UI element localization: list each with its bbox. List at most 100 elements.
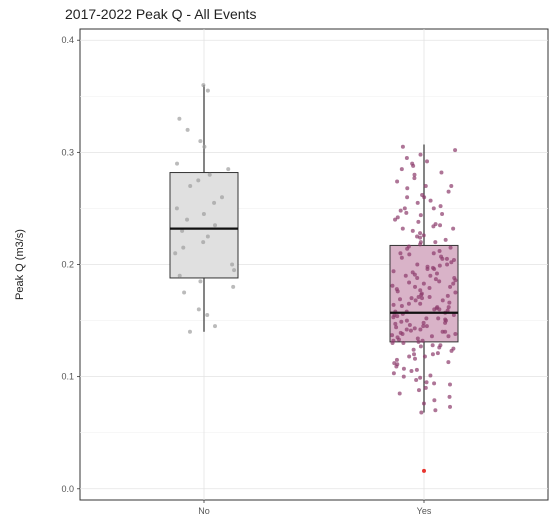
data-point — [173, 251, 178, 256]
data-point — [402, 206, 407, 211]
data-point — [181, 245, 186, 250]
data-point — [185, 217, 190, 222]
data-point — [420, 296, 425, 301]
data-point — [395, 314, 400, 319]
data-point — [438, 223, 443, 228]
data-point — [430, 343, 435, 348]
data-point — [231, 284, 236, 289]
data-point — [404, 210, 409, 215]
data-point — [451, 281, 456, 286]
data-point — [404, 155, 409, 160]
data-point — [401, 366, 406, 371]
data-point — [415, 336, 420, 341]
data-point — [418, 344, 423, 349]
data-point — [416, 339, 421, 344]
y-tick-label: 0.0 — [61, 484, 74, 494]
data-point — [444, 256, 449, 261]
data-point — [438, 204, 443, 209]
data-point — [418, 288, 423, 293]
data-point — [451, 258, 456, 263]
data-point — [424, 380, 429, 385]
data-point — [418, 152, 423, 157]
data-point — [391, 338, 396, 343]
data-point — [198, 139, 203, 144]
data-point — [414, 378, 419, 383]
data-point — [421, 233, 426, 238]
data-point — [424, 316, 429, 321]
data-point — [403, 273, 408, 278]
data-point — [437, 345, 442, 350]
data-point — [427, 295, 432, 300]
data-point — [196, 307, 201, 312]
data-point — [446, 334, 451, 339]
outlier-point — [422, 468, 426, 473]
data-point — [400, 332, 405, 337]
data-point — [448, 284, 453, 289]
data-point — [418, 231, 423, 236]
data-point — [400, 226, 405, 231]
data-point — [415, 234, 420, 239]
x-tick-label: No — [198, 506, 210, 516]
data-point — [439, 170, 444, 175]
data-point — [410, 228, 415, 233]
data-point — [434, 271, 439, 276]
y-tick-label: 0.4 — [61, 35, 74, 45]
data-point — [177, 273, 182, 278]
data-point — [446, 305, 451, 310]
data-point — [412, 352, 417, 357]
data-point — [453, 148, 458, 153]
data-point — [410, 161, 415, 166]
data-point — [407, 280, 412, 285]
data-point — [423, 385, 428, 390]
data-point — [174, 206, 179, 211]
data-point — [416, 388, 421, 393]
data-point — [226, 167, 231, 172]
data-point — [418, 235, 423, 240]
data-point — [431, 251, 436, 256]
data-point — [435, 351, 440, 356]
data-point — [421, 324, 426, 329]
data-point — [196, 178, 201, 183]
data-point — [390, 333, 395, 338]
data-point — [220, 195, 225, 200]
data-point — [205, 88, 210, 93]
y-axis-title: Peak Q (m3/s) — [14, 229, 26, 300]
data-point — [404, 327, 409, 332]
data-point — [448, 404, 453, 409]
data-point — [201, 83, 206, 88]
data-point — [418, 213, 423, 218]
data-point — [447, 382, 452, 387]
data-point — [412, 172, 417, 177]
data-point — [182, 290, 187, 295]
data-point — [413, 356, 418, 361]
y-tick-label: 0.2 — [61, 260, 74, 270]
data-point — [188, 184, 193, 188]
data-point — [187, 329, 192, 334]
data-point — [431, 224, 436, 229]
data-point — [398, 208, 403, 213]
data-point — [394, 364, 399, 369]
data-point — [407, 354, 412, 359]
data-point — [418, 327, 423, 332]
data-point — [419, 410, 424, 415]
data-point — [428, 273, 433, 278]
data-point — [408, 328, 413, 333]
data-point — [392, 361, 397, 366]
data-point — [437, 263, 442, 268]
data-point — [443, 329, 448, 334]
data-point — [422, 354, 427, 359]
data-point — [398, 297, 403, 302]
data-point — [399, 167, 404, 172]
data-point — [416, 219, 421, 224]
data-point — [409, 369, 414, 374]
data-point — [414, 367, 419, 372]
data-point — [401, 341, 406, 345]
data-point — [400, 144, 405, 149]
data-point — [429, 334, 434, 339]
data-point — [177, 116, 182, 121]
data-point — [437, 279, 442, 284]
data-point — [432, 307, 437, 312]
data-point — [430, 352, 435, 357]
data-point — [443, 320, 448, 325]
data-point — [412, 272, 417, 277]
